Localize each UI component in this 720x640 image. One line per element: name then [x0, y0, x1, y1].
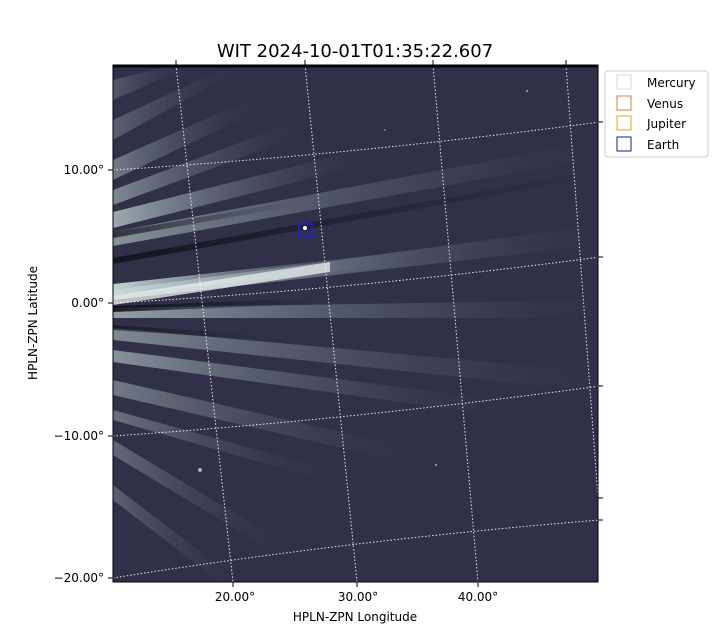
legend-label: Jupiter [646, 117, 686, 131]
grid-lon-20 [175, 65, 234, 582]
grid-lat-minus10 [113, 385, 598, 437]
legend-box [604, 70, 709, 158]
coronal-streamers [113, 66, 598, 582]
legend-swatch [616, 95, 632, 111]
legend-swatch [616, 136, 632, 152]
legend: Mercury Venus Jupiter Earth [604, 70, 709, 158]
legend-swatch [616, 115, 632, 131]
legend-label: Mercury [647, 76, 696, 90]
legend-label: Earth [647, 138, 679, 152]
legend-item-mercury: Mercury [616, 74, 696, 90]
legend-item-venus: Venus [616, 95, 683, 111]
earth-marker [298, 223, 313, 238]
grid-lat-0 [113, 256, 598, 304]
coordinate-grid [113, 65, 598, 582]
grid-lat-10 [113, 121, 598, 171]
y-axis-label: HPLN-ZPN Latitude [26, 266, 40, 380]
x-axis-label: HPLN-ZPN Longitude [293, 610, 417, 624]
grid-lon-30 [304, 65, 358, 582]
y-axis: 10.00° 0.00° −10.00° −20.00° HPLN-ZPN La… [26, 163, 113, 585]
plot-area [113, 65, 598, 582]
y-tick-label: 10.00° [64, 163, 104, 177]
y-tick-label: −20.00° [54, 571, 104, 585]
x-tick-label: 20.00° [215, 590, 255, 604]
legend-label: Venus [647, 97, 683, 111]
x-tick-label: 40.00° [458, 590, 498, 604]
legend-item-earth: Earth [616, 136, 679, 152]
y-tick-label: 0.00° [71, 296, 104, 310]
grid-lon-50 [565, 65, 598, 499]
grid-lat-minus20 [113, 519, 598, 579]
legend-swatch [616, 74, 632, 90]
legend-item-jupiter: Jupiter [616, 115, 686, 131]
x-axis: 20.00° 30.00° 40.00° HPLN-ZPN Longitude [175, 60, 567, 624]
chart-title: WIT 2024-10-01T01:35:22.607 [217, 41, 493, 62]
right-ticks [598, 121, 603, 521]
grid-lon-40 [432, 65, 479, 582]
y-tick-label: −10.00° [54, 429, 104, 443]
x-tick-label: 30.00° [338, 590, 378, 604]
